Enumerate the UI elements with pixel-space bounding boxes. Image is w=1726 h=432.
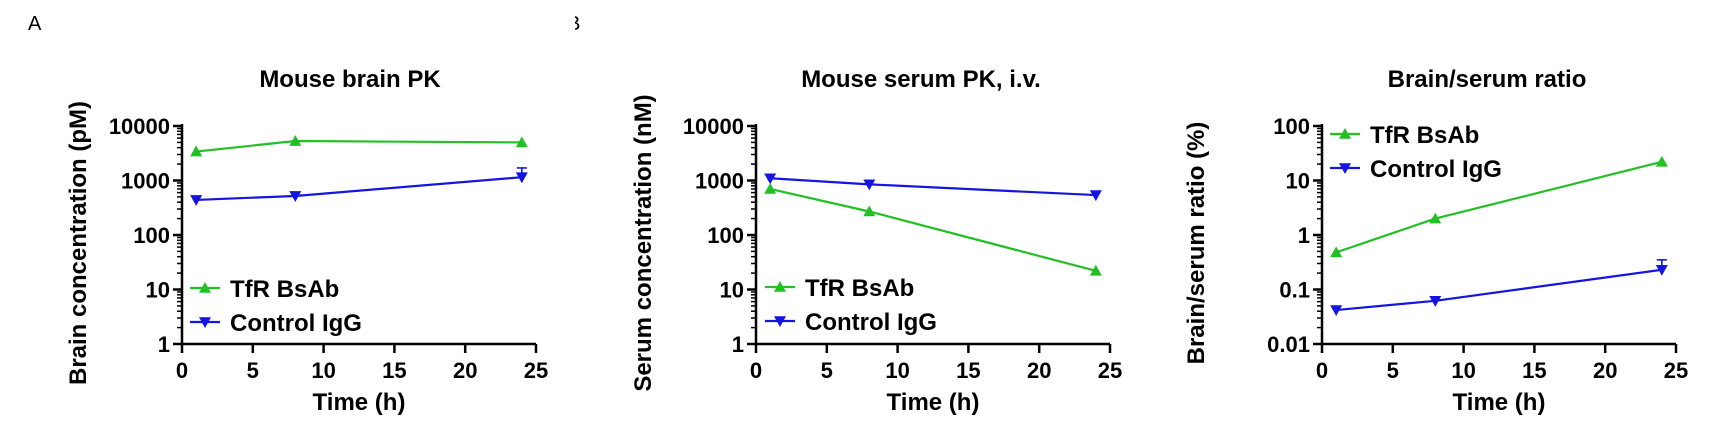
legend-marker-control-igg [774,316,786,327]
y-tick-label: 1 [158,332,170,357]
data-point-control-igg [764,173,777,185]
y-tick-label: 0.01 [1267,332,1310,357]
legend-label-control-igg: Control IgG [805,309,937,336]
data-point-control-igg [190,195,203,206]
data-point-tfr-bsab [190,145,203,157]
x-tick-label: 5 [1387,358,1399,383]
x-tick-label: 0 [750,358,762,383]
y-tick-label: 10 [1286,169,1310,194]
data-point-control-igg [863,179,876,191]
data-point-control-igg [1089,190,1102,202]
legend-label-control-igg: Control IgG [230,310,362,337]
series-line-control-igg [770,177,1096,197]
chart-panel-a: A Mouse brain PK 1 10 100 1000 10000 0 5 10 15 20 25… [0,0,575,432]
data-point-tfr-bsab [764,182,777,194]
chart-panel-b: B Mouse serum PK, i.v. 1 10 100 1000 10000 0 5 10… [575,0,1150,432]
y-tick-label: 10000 [109,114,170,139]
legend-marker-tfr-bsab [1339,128,1351,139]
legend-label-tfr-bsab: TfR BsAb [230,276,339,303]
x-tick-label: 15 [956,358,980,383]
data-point-tfr-bsab [1089,264,1102,276]
legend-marker-tfr-bsab [199,282,211,293]
chart-panel-c: CBrain/serum ratio0.010.1110100051015202… [1150,0,1725,432]
y-tick-label: 10 [146,278,170,303]
chart-title: Mouse serum PK, i.v. [801,66,1041,93]
data-point-tfr-bsab [515,136,528,148]
y-tick-label: 1 [732,332,744,357]
x-tick-label: 5 [247,358,259,383]
y-tick-label: 10 [720,278,744,303]
legend-label-tfr-bsab: TfR BsAb [1370,122,1479,149]
legend-label-control-igg: Control IgG [1370,156,1502,183]
x-tick-label: 20 [1027,358,1051,383]
y-axis-label: Brain/serum ratio (%) [1183,122,1210,365]
y-tick-label: 1000 [121,169,170,194]
data-point-tfr-bsab [863,205,876,217]
data-point-control-igg [289,191,302,202]
x-tick-label: 10 [311,358,335,383]
data-point-tfr-bsab [1429,212,1442,224]
legend-marker-control-igg [199,317,211,328]
series-line-tfr-bsab [769,187,1097,272]
x-axis-label: Time (h) [1453,389,1546,416]
y-tick-label: 0.1 [1279,278,1310,303]
data-point-tfr-bsab [289,135,302,146]
x-tick-label: 0 [1316,358,1328,383]
chart-title: Mouse brain PK [259,66,441,93]
legend-marker-tfr-bsab [774,281,786,292]
y-tick-label: 100 [133,223,170,248]
data-point-control-igg [1655,264,1668,276]
y-tick-label: 10000 [683,114,744,139]
x-tick-label: 15 [1522,358,1546,383]
series-line-control-igg [1336,268,1662,312]
chart-title: Brain/serum ratio [1388,66,1587,93]
legend-marker-control-igg [1339,163,1351,174]
x-tick-label: 10 [885,358,909,383]
panel-letter: B [575,13,580,35]
x-axis-label: Time (h) [313,389,406,416]
chart-svg-a: A Mouse brain PK 1 10 100 1000 10000 0 5 10 15 20 25… [28,13,548,416]
data-point-tfr-bsab [1330,246,1343,258]
x-tick-label: 25 [1098,358,1122,383]
legend-label-tfr-bsab: TfR BsAb [805,275,914,302]
data-point-control-igg [1429,296,1442,307]
data-point-control-igg [1330,305,1343,317]
x-tick-label: 5 [821,358,833,383]
y-tick-label: 1 [1298,223,1310,248]
x-tick-label: 10 [1451,358,1475,383]
data-point-tfr-bsab [1655,155,1668,167]
chart-svg-c: CBrain/serum ratio0.010.1110100051015202… [1183,66,1688,416]
series-line-control-igg [196,176,522,202]
x-tick-label: 20 [453,358,477,383]
x-tick-label: 20 [1593,358,1617,383]
x-tick-label: 15 [382,358,406,383]
x-tick-label: 0 [176,358,188,383]
x-tick-label: 25 [1664,358,1688,383]
panel-letter: A [28,13,42,35]
y-tick-label: 100 [1273,114,1310,139]
data-point-control-igg [515,172,528,184]
x-tick-label: 25 [524,358,548,383]
y-axis-label: Brain concentration (pM) [65,101,92,385]
series-line-tfr-bsab [196,139,522,153]
y-tick-label: 100 [707,223,744,248]
x-axis-label: Time (h) [887,389,980,416]
y-tick-label: 1000 [695,169,744,194]
chart-svg-b: B Mouse serum PK, i.v. 1 10 100 1000 10000 0 5 10… [575,13,1122,416]
y-axis-label: Serum concentration (nM) [630,94,657,391]
